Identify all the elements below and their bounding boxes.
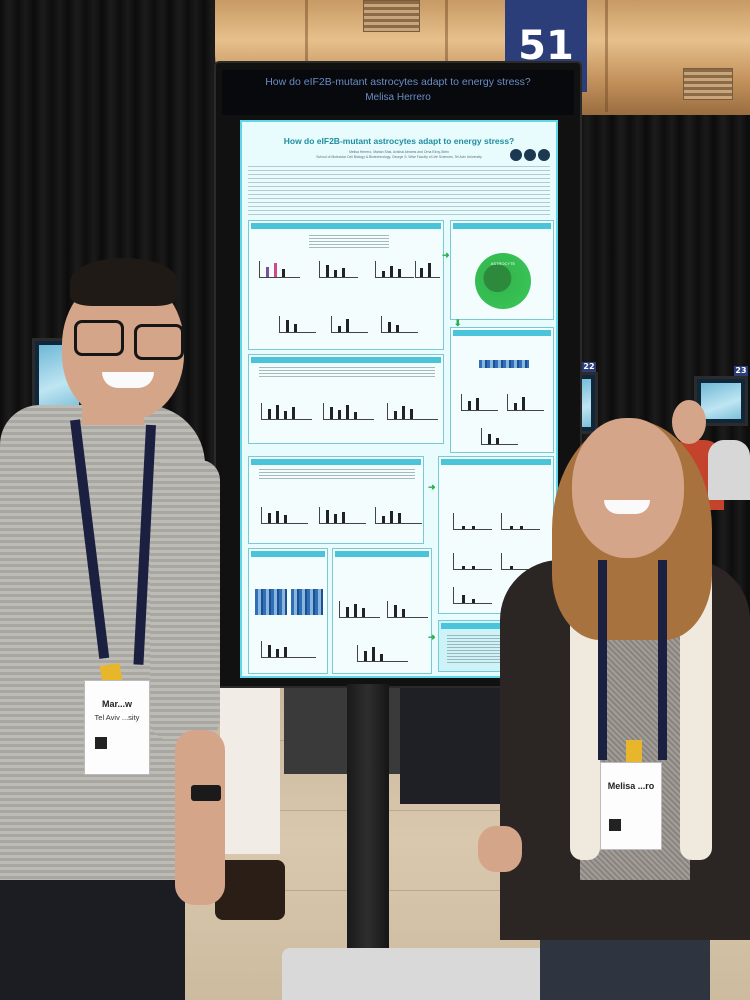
lab-logo-icon <box>524 149 536 161</box>
right-person-smile <box>604 500 650 514</box>
left-badge-institution: Tel Aviv ...sity <box>94 713 140 722</box>
right-lanyard-strap-b <box>658 560 667 760</box>
poster-abstract-text <box>248 166 550 216</box>
background-poster-screen-left <box>32 338 86 416</box>
attendee-dark-trousers <box>400 684 500 804</box>
monitor-stand-pole <box>347 684 389 954</box>
badge-qr-code-icon-2 <box>609 819 621 831</box>
poster-panel-heatmap <box>248 548 328 674</box>
left-name-badge: Mar...w Tel Aviv ...sity <box>84 680 150 775</box>
glasses-left-lens <box>74 320 124 356</box>
poster-panel-astrocyte-model: ASTROCYTE <box>450 220 554 320</box>
right-person-hand <box>478 826 522 872</box>
left-person-arm <box>150 460 220 740</box>
badge-qr-code-icon <box>95 737 107 749</box>
screen-number-23: 23 <box>734 366 748 376</box>
flow-arrow-right-icon: ➜ <box>442 250 450 260</box>
poster-title: How do eIF2B-mutant astrocytes adapt to … <box>283 136 515 146</box>
wristwatch <box>191 785 221 801</box>
monitor-stand-base <box>282 948 572 1000</box>
attendee-boots <box>215 860 285 920</box>
right-lanyard-strap-a <box>598 560 607 760</box>
attendee-white-skirt <box>220 684 280 854</box>
flow-arrow-right-icon-2: ➜ <box>428 482 436 492</box>
attendee-head <box>672 400 706 444</box>
university-logo-icon <box>510 149 522 161</box>
left-person-smile <box>102 372 154 388</box>
background-poster-screen-right <box>694 376 748 426</box>
duct-vent-right <box>683 68 733 100</box>
left-person-forearm <box>175 730 225 905</box>
hexagon-logo-icon <box>538 149 550 161</box>
poster-affiliation: School of Molecular Cell Biology & Biote… <box>316 155 482 159</box>
monitor-header-title: How do eIF2B-mutant astrocytes adapt to … <box>265 76 531 88</box>
right-person-face <box>572 418 684 558</box>
duct-vent-left <box>363 0 420 32</box>
right-name-badge: Melisa ...ro <box>600 762 662 850</box>
monitor-header-author: Melisa Herrero <box>365 92 431 103</box>
right-badge-name: Melisa ...ro <box>607 781 655 791</box>
attendee-white-shirt <box>708 440 750 500</box>
screen-number-22: 22 <box>582 362 596 372</box>
monitor-header-bar <box>222 70 574 115</box>
poster-panel-ampk <box>450 327 554 453</box>
left-person-hair <box>70 258 178 306</box>
glasses-right-lens <box>134 324 184 360</box>
poster-panel-glycolysis <box>248 456 424 544</box>
poster-panel-metabolites <box>332 548 432 674</box>
astrocyte-diagram <box>475 253 531 309</box>
poster-authors: Melisa Herrero, Marian Shai, Avishai Abr… <box>349 150 449 154</box>
poster-panel-glucose-uptake <box>248 354 444 444</box>
poster-logos <box>508 148 550 166</box>
poster-panel-energy-production <box>248 220 444 350</box>
astrocyte-label: ASTROCYTE <box>490 261 516 266</box>
flow-arrow-down-icon: ⬇ <box>454 318 462 328</box>
left-badge-name: Mar...w <box>101 699 132 709</box>
flow-arrow-right-icon-3: ➜ <box>428 632 436 642</box>
